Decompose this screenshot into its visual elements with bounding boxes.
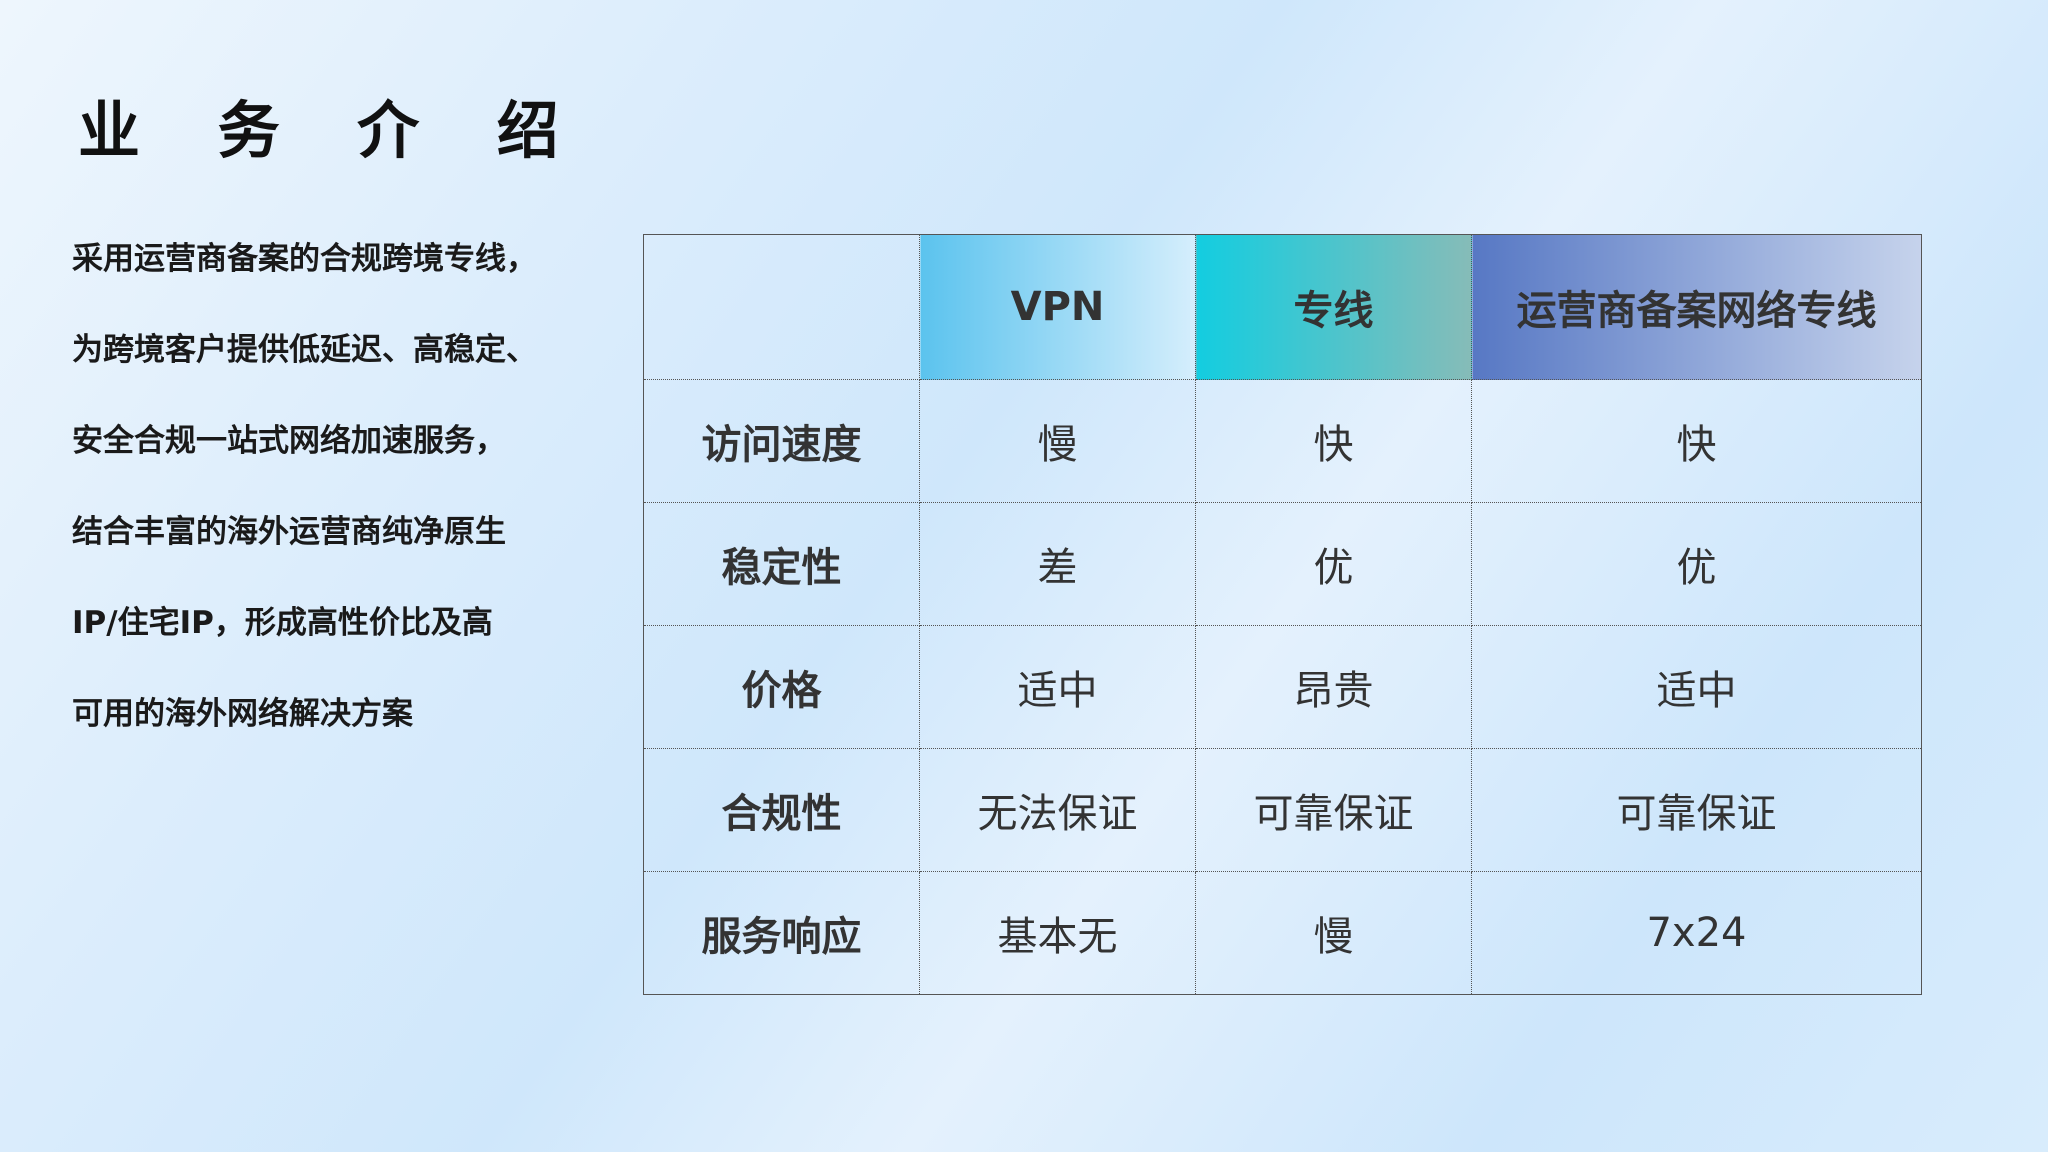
table-row: 稳定性 差 优 优 [643, 502, 1922, 626]
description: 采用运营商备案的合规跨境专线， 为跨境客户提供低延迟、高稳定、 安全合规一站式网… [72, 232, 612, 778]
cell: 优 [1471, 502, 1922, 626]
header-dedicated-line: 专线 [1195, 234, 1472, 380]
cell: 慢 [919, 379, 1196, 503]
cell: 优 [1195, 502, 1472, 626]
description-line: 可用的海外网络解决方案 [72, 696, 413, 732]
row-label: 访问速度 [643, 379, 920, 503]
cell: 7x24 [1471, 871, 1922, 995]
table-row: 合规性 无法保证 可靠保证 可靠保证 [643, 748, 1922, 872]
description-line: IP/住宅IP，形成高性价比及高 [72, 605, 493, 641]
table-row: 访问速度 慢 快 快 [643, 379, 1922, 503]
cell: 差 [919, 502, 1196, 626]
row-label: 稳定性 [643, 502, 920, 626]
row-label: 合规性 [643, 748, 920, 872]
cell: 适中 [919, 625, 1196, 749]
cell: 适中 [1471, 625, 1922, 749]
description-line: 结合丰富的海外运营商纯净原生 [72, 514, 506, 550]
cell: 无法保证 [919, 748, 1196, 872]
header-carrier-line: 运营商备案网络专线 [1471, 234, 1922, 380]
cell: 基本无 [919, 871, 1196, 995]
cell: 快 [1195, 379, 1472, 503]
comparison-table: VPN 专线 运营商备案网络专线 访问速度 慢 快 快 稳定性 差 优 优 价格… [643, 234, 1922, 995]
page-title: 业 务 介 绍 [78, 94, 587, 167]
header-vpn: VPN [919, 234, 1196, 380]
table-row: 服务响应 基本无 慢 7x24 [643, 871, 1922, 995]
table-row: 价格 适中 昂贵 适中 [643, 625, 1922, 749]
cell: 昂贵 [1195, 625, 1472, 749]
description-line: 为跨境客户提供低延迟、高稳定、 [72, 332, 537, 368]
cell: 慢 [1195, 871, 1472, 995]
description-line: 采用运营商备案的合规跨境专线， [72, 241, 537, 277]
table-header-row: VPN 专线 运营商备案网络专线 [643, 234, 1922, 380]
cell: 可靠保证 [1471, 748, 1922, 872]
header-empty [643, 234, 920, 380]
cell: 可靠保证 [1195, 748, 1472, 872]
cell: 快 [1471, 379, 1922, 503]
row-label: 服务响应 [643, 871, 920, 995]
row-label: 价格 [643, 625, 920, 749]
description-line: 安全合规一站式网络加速服务， [72, 423, 506, 459]
